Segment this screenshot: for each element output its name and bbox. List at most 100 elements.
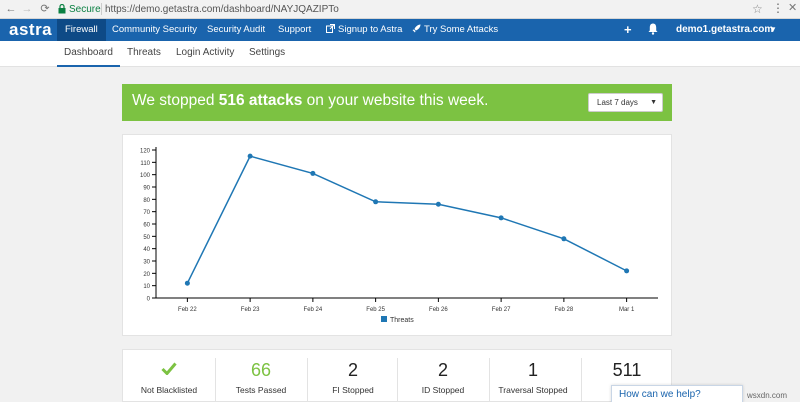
y-tick-label: 80 — [143, 198, 150, 204]
sub-navbar: Dashboard Threats Login Activity Setting… — [0, 41, 800, 67]
stat-fi-stopped: 2 FI Stopped — [307, 350, 399, 402]
banner-attack-count: 516 attacks — [218, 92, 303, 109]
date-range-select[interactable]: Last 7 days ▼ — [588, 93, 663, 112]
y-tick-label: 60 — [143, 223, 150, 229]
data-point — [435, 201, 441, 207]
stat-value: 66 — [250, 360, 272, 380]
account-caret-icon[interactable]: ▼ — [769, 25, 777, 34]
nav-signup-label: Signup to Astra — [338, 24, 403, 35]
address-bar[interactable]: https://demo.getastra.com/dashboard/NAYJ… — [105, 4, 339, 15]
stats-panel: Not Blacklisted 66 Tests Passed 2 FI Sto… — [122, 349, 672, 402]
tab-dashboard[interactable]: Dashboard — [57, 41, 120, 67]
rocket-icon — [412, 24, 421, 33]
x-tick-label: Mar 1 — [619, 307, 635, 313]
stat-label: Not Blacklisted — [140, 385, 198, 395]
stat-divider — [581, 358, 582, 402]
x-tick-label: Feb 25 — [366, 307, 385, 313]
x-tick-label: Feb 26 — [429, 307, 448, 313]
tab-settings[interactable]: Settings — [249, 47, 286, 58]
y-tick-label: 100 — [140, 173, 151, 179]
data-point — [498, 215, 504, 221]
stat-label: Tests Passed — [235, 385, 287, 395]
stat-not-blacklisted: Not Blacklisted — [123, 350, 215, 402]
threats-line-chart: 0 10 20 30 40 50 60 70 80 90 100 110 120 Feb 22 Feb 23… — [140, 147, 658, 324]
x-tick-label: Feb 28 — [555, 307, 574, 313]
app-navbar: astra Firewall Community Security Securi… — [0, 19, 800, 41]
y-tick-label: 70 — [143, 210, 150, 216]
stat-divider — [397, 358, 398, 402]
x-tick-label: Feb 23 — [241, 307, 260, 313]
stat-label: FI Stopped — [332, 385, 374, 395]
stat-value: 2 — [437, 360, 448, 380]
banner-headline: We stopped 516 attacks on your website t… — [132, 92, 488, 110]
stat-total: 511 — [581, 350, 673, 402]
y-tick-label: 20 — [143, 272, 150, 278]
stat-value: 2 — [347, 360, 358, 380]
banner-prefix: We stopped — [132, 92, 219, 109]
data-point — [624, 268, 630, 274]
external-link-icon — [326, 24, 335, 33]
astra-logo[interactable]: astra — [9, 20, 53, 39]
banner-suffix: on your website this week. — [302, 92, 489, 109]
nav-try-attacks[interactable]: Try Some Attacks — [412, 19, 498, 41]
watermark: wsxdn.com — [747, 391, 788, 400]
stat-divider — [489, 358, 490, 402]
series-line-threats — [186, 155, 627, 284]
lock-icon — [58, 4, 66, 14]
legend-swatch — [381, 316, 387, 322]
tab-login-activity[interactable]: Login Activity — [176, 47, 235, 58]
x-tick-label: Feb 27 — [492, 307, 511, 313]
stat-tests-passed: 66 Tests Passed — [215, 350, 307, 402]
stat-label: Traversal Stopped — [498, 385, 568, 395]
data-point — [310, 170, 316, 176]
nav-firewall[interactable]: Firewall — [57, 19, 106, 41]
threats-chart-card: 0 10 20 30 40 50 60 70 80 90 100 110 120 Feb 22 Feb 23… — [122, 134, 672, 336]
tab-threats[interactable]: Threats — [127, 47, 161, 58]
legend-label-threats: Threats — [390, 317, 414, 324]
browser-toolbar: ← → ⟳ Secure https://demo.getastra.com/d… — [0, 0, 800, 19]
y-tick-label: 30 — [143, 260, 150, 266]
y-tick-label: 10 — [143, 284, 150, 290]
y-tick-label: 50 — [143, 235, 150, 241]
date-range-value: Last 7 days — [597, 98, 638, 107]
url-divider — [101, 3, 102, 15]
nav-signup[interactable]: Signup to Astra — [326, 19, 402, 41]
stat-id-stopped: 2 ID Stopped — [397, 350, 489, 402]
account-menu[interactable]: demo1.getastra.com — [676, 24, 774, 35]
bookmark-star-icon[interactable]: ☆ — [752, 2, 763, 16]
y-tick-label: 0 — [147, 297, 151, 303]
forward-button[interactable]: → — [21, 3, 33, 15]
y-tick-label: 120 — [140, 149, 151, 155]
stat-divider — [307, 358, 308, 402]
secure-label: Secure — [69, 4, 101, 15]
nav-community-security[interactable]: Community Security — [112, 24, 197, 35]
reload-button[interactable]: ⟳ — [40, 3, 50, 15]
stat-value: 511 — [612, 360, 642, 380]
add-plus-icon[interactable]: + — [624, 22, 632, 37]
data-point — [247, 153, 253, 159]
y-tick-label: 110 — [140, 161, 150, 167]
y-tick-label: 90 — [143, 186, 150, 192]
data-point — [561, 236, 567, 242]
back-button[interactable]: ← — [5, 3, 17, 15]
stat-value: 1 — [527, 360, 538, 380]
check-icon — [161, 362, 177, 375]
stat-traversal-stopped: 1 Traversal Stopped — [487, 350, 579, 402]
x-tick-label: Feb 24 — [304, 307, 323, 313]
nav-try-attacks-label: Try Some Attacks — [424, 24, 499, 35]
bell-icon[interactable] — [648, 23, 658, 35]
stat-divider — [215, 358, 216, 402]
browser-menu-icon[interactable]: ⋮ — [772, 1, 784, 15]
help-label: How can we help? — [619, 389, 701, 400]
x-tick-label: Feb 22 — [178, 307, 197, 313]
data-point — [184, 280, 190, 286]
stat-label: ID Stopped — [421, 385, 465, 395]
chevron-down-icon: ▼ — [650, 99, 657, 106]
window-close-icon[interactable]: ✕ — [788, 2, 798, 14]
attacks-banner: We stopped 516 attacks on your website t… — [122, 84, 672, 121]
help-chat-widget[interactable]: How can we help? — [611, 385, 743, 402]
nav-security-audit[interactable]: Security Audit — [207, 24, 266, 35]
y-tick-label: 40 — [143, 247, 150, 253]
data-point — [373, 199, 379, 205]
nav-support[interactable]: Support — [278, 24, 312, 35]
